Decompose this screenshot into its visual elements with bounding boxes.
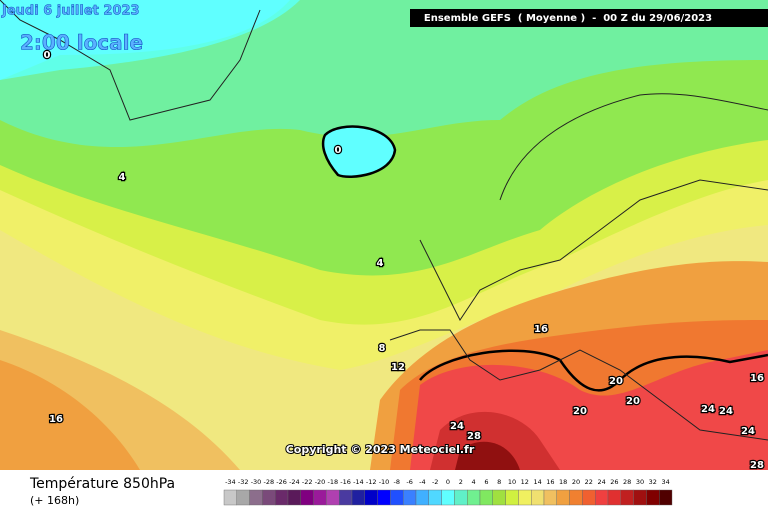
color-scale: -34 -32 -30 -28 -26 -24 -22 -20 -18 -16 -14 -12 -10-… <box>223 478 673 506</box>
scale-swatch <box>364 489 378 506</box>
scale-swatch <box>595 489 609 506</box>
contour-label: 20 <box>626 396 640 407</box>
scale-swatch <box>633 489 647 506</box>
scale-swatch <box>505 489 519 506</box>
scale-swatch <box>313 489 327 506</box>
scale-label: -22 <box>302 478 313 486</box>
contour-label: 0 <box>335 145 342 156</box>
scale-label: 20 <box>572 478 580 486</box>
scale-swatch <box>582 489 596 506</box>
scale-swatch <box>415 489 430 506</box>
model-banner: Ensemble GEFS ( Moyenne ) - 00 Z du 29/0… <box>424 13 712 24</box>
scale-label: -24 <box>289 478 300 486</box>
scale-swatch <box>275 489 289 506</box>
scale-swatch <box>326 489 340 506</box>
contour-label: 24 <box>701 404 715 415</box>
scale-swatch <box>620 489 634 506</box>
scale-label: -26 <box>276 478 287 486</box>
scale-label: 14 <box>533 478 541 486</box>
scale-label: 28 <box>623 478 631 486</box>
scale-swatch <box>556 489 570 506</box>
scale-swatch <box>390 489 404 506</box>
scale-label: 8 <box>497 478 501 486</box>
scale-label: -6 <box>406 478 412 486</box>
scale-label: 18 <box>559 478 567 486</box>
scale-swatch <box>403 489 417 506</box>
scale-swatch <box>492 489 506 506</box>
contour-label: 0 <box>44 50 51 61</box>
scale-label: 16 <box>546 478 554 486</box>
scale-label: 10 <box>508 478 516 486</box>
contour-label: 24 <box>450 421 464 432</box>
scale-swatch <box>300 489 314 506</box>
contour-label: 20 <box>573 406 587 417</box>
parameter-label: Température 850hPa <box>29 476 175 492</box>
scale-label: 34 <box>661 478 669 486</box>
scale-label: -4 <box>419 478 425 486</box>
scale-label: -2 <box>432 478 438 486</box>
scale-swatch <box>287 489 302 506</box>
contour-label: 24 <box>719 406 733 417</box>
copyright: Copyright © 2023 Meteociel.fr <box>286 443 475 456</box>
scale-swatch <box>351 489 366 506</box>
scale-label: -28 <box>263 478 274 486</box>
scale-swatch <box>454 489 468 506</box>
scale-label: 22 <box>585 478 593 486</box>
scale-label: 30 <box>636 478 644 486</box>
temperature-field <box>0 0 768 470</box>
scale-label: 0 <box>446 478 450 486</box>
scale-label: -16 <box>340 478 351 486</box>
scale-swatch <box>659 489 673 506</box>
contour-label: 28 <box>467 431 481 442</box>
scale-label: 32 <box>649 478 657 486</box>
scale-swatch <box>607 489 622 506</box>
scale-label: -12 <box>366 478 377 486</box>
scale-swatch <box>339 489 353 506</box>
lead-time: (+ 168h) <box>30 494 79 507</box>
scale-swatch <box>518 489 532 506</box>
scale-label: 2 <box>459 478 463 486</box>
contour-label: 8 <box>379 343 386 354</box>
scale-swatch <box>543 489 558 506</box>
scale-swatch <box>262 489 276 506</box>
contour-label: 28 <box>750 460 764 471</box>
scale-label: 12 <box>521 478 529 486</box>
time-label: 2:00 locale <box>20 31 143 55</box>
scale-label: 24 <box>597 478 605 486</box>
scale-label: -8 <box>394 478 400 486</box>
contour-label: 16 <box>750 373 764 384</box>
scale-swatch <box>479 489 494 506</box>
scale-label: 26 <box>610 478 618 486</box>
scale-label: -18 <box>327 478 338 486</box>
contour-label: 12 <box>391 362 405 373</box>
scale-label: -34 <box>225 478 236 486</box>
contour-label: 4 <box>119 172 126 183</box>
contour-label: 24 <box>741 426 755 437</box>
scale-label: -14 <box>353 478 364 486</box>
scale-label: -30 <box>251 478 262 486</box>
scale-swatch <box>377 489 391 506</box>
contour-label: 20 <box>609 376 623 387</box>
scale-swatch <box>428 489 442 506</box>
scale-label: -32 <box>238 478 249 486</box>
scale-label: 6 <box>484 478 488 486</box>
scale-swatch <box>646 489 660 506</box>
scale-label: -20 <box>315 478 326 486</box>
contour-label: 4 <box>377 258 384 269</box>
scale-swatch <box>467 489 481 506</box>
contour-label: 16 <box>49 414 63 425</box>
scale-swatch <box>441 489 455 506</box>
scale-swatch <box>569 489 583 506</box>
scale-label: -10 <box>379 478 390 486</box>
scale-label: 4 <box>472 478 476 486</box>
scale-swatch <box>531 489 545 506</box>
scale-swatch <box>249 489 263 506</box>
date-label: Jeudi 6 juillet 2023 <box>1 4 140 19</box>
banner-box <box>410 9 768 27</box>
contour-label: 16 <box>534 324 548 335</box>
scale-swatch <box>223 489 238 506</box>
scale-swatch <box>236 489 250 506</box>
